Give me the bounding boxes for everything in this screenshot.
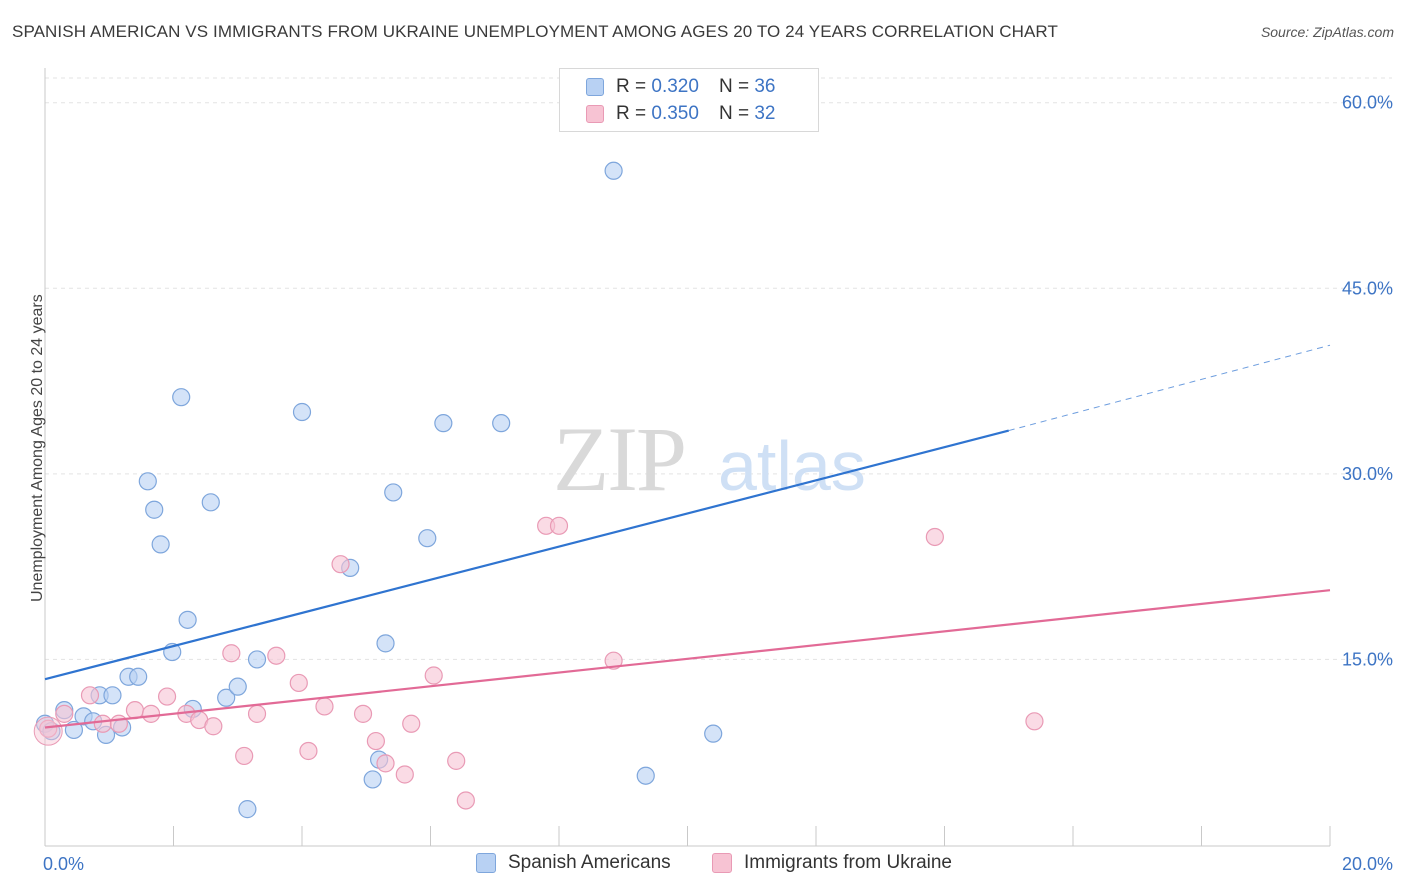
legend-r-value: 0.350 (651, 103, 699, 124)
legend-n-value: 32 (754, 103, 776, 124)
watermark-atlas: atlas (718, 427, 866, 505)
data-point-immigrants-from-ukraine (549, 516, 569, 535)
legend-n-value: 36 (754, 76, 776, 97)
data-point-spanish-americans (178, 610, 197, 629)
data-point-spanish-americans (217, 688, 236, 707)
data-point-spanish-americans (138, 472, 157, 491)
watermark: ZIP atlas (553, 408, 866, 510)
data-point-immigrants-from-ukraine (125, 701, 145, 720)
data-point-spanish-americans (492, 414, 511, 433)
y-tick-label: 45.0% (1342, 278, 1393, 298)
legend-n-label: N = (718, 76, 750, 97)
tick-labels: 15.0% 30.0% 45.0% 60.0% 0.0% 20.0% (43, 93, 1393, 874)
y-tick-label: 15.0% (1342, 649, 1393, 669)
data-point-immigrants-from-ukraine (447, 751, 466, 770)
data-point-immigrants-from-ukraine (39, 719, 58, 738)
data-point-spanish-americans (228, 677, 247, 696)
data-point-spanish-americans (172, 388, 191, 407)
trend-line-spanish-americans (44, 429, 1010, 681)
source-label: Source: ZipAtlas.com (1260, 24, 1394, 40)
data-point-immigrants-from-ukraine (331, 555, 350, 574)
data-point-immigrants-from-ukraine (267, 646, 286, 665)
data-point-immigrants-from-ukraine (289, 673, 308, 693)
data-point-immigrants-from-ukraine (424, 666, 443, 685)
data-point-spanish-americans (145, 500, 164, 519)
data-point-spanish-americans (151, 535, 170, 554)
data-point-immigrants-from-ukraine (80, 686, 100, 705)
legend-swatch-blue (586, 78, 604, 96)
data-point-immigrants-from-ukraine (141, 704, 161, 723)
data-point-immigrants-from-ukraine (402, 714, 421, 733)
legend-n-label: N = (718, 103, 750, 124)
data-point-spanish-americans (238, 800, 257, 819)
data-point-immigrants-from-ukraine (235, 746, 254, 766)
data-point-spanish-americans (384, 483, 403, 502)
data-point-immigrants-from-ukraine (353, 704, 373, 723)
data-point-immigrants-from-ukraine (1025, 712, 1044, 731)
data-point-immigrants-from-ukraine (366, 731, 385, 751)
series-legend: Spanish Americans Immigrants from Ukrain… (0, 852, 1406, 876)
grid-lines (45, 77, 1392, 660)
trend-lines (44, 344, 1331, 729)
data-point-spanish-americans (604, 161, 623, 180)
data-point-immigrants-from-ukraine (247, 704, 267, 723)
trend-line-immigrants-from-ukraine (44, 589, 1331, 729)
data-point-immigrants-from-ukraine (604, 651, 623, 670)
chart-title: SPANISH AMERICAN VS IMMIGRANTS FROM UKRA… (12, 22, 1058, 41)
legend-row-spanish-americans: R = 0.320 N = 36 (586, 75, 775, 99)
data-point-spanish-americans (129, 667, 148, 686)
data-point-spanish-americans (376, 634, 395, 653)
data-point-spanish-americans (363, 770, 382, 789)
data-point-immigrants-from-ukraine (109, 714, 128, 733)
legend-r-label: R = (616, 76, 647, 97)
legend-swatch-pink (712, 853, 732, 873)
data-point-spanish-americans (434, 414, 453, 433)
watermark-zip: ZIP (553, 408, 685, 510)
y-tick-label: 30.0% (1342, 464, 1393, 484)
data-point-immigrants-from-ukraine (456, 791, 475, 810)
legend-r-value: 0.320 (651, 76, 699, 97)
data-point-spanish-americans (247, 650, 267, 669)
legend-label: Spanish Americans (508, 852, 671, 873)
data-point-spanish-americans (201, 493, 220, 512)
data-point-immigrants-from-ukraine (925, 527, 944, 547)
data-point-immigrants-from-ukraine (93, 714, 112, 733)
data-point-cluster (33, 716, 63, 746)
data-point-immigrants-from-ukraine (204, 717, 223, 736)
data-point-immigrants-from-ukraine (157, 687, 177, 706)
data-point-spanish-americans (704, 724, 723, 743)
axes (44, 68, 1331, 847)
data-point-immigrants-from-ukraine (395, 765, 414, 784)
legend-label: Immigrants from Ukraine (744, 852, 952, 873)
data-point-spanish-americans (418, 529, 437, 548)
data-point-immigrants-from-ukraine (55, 704, 74, 723)
trend-extension-spanish-americans (1008, 344, 1331, 432)
data-point-immigrants-from-ukraine (315, 697, 334, 716)
legend-swatch-blue (476, 853, 496, 873)
legend-r-label: R = (616, 103, 647, 124)
legend-swatch-pink (586, 105, 604, 123)
data-point-immigrants-from-ukraine (222, 644, 241, 663)
x-tick-label: 20.0% (1342, 854, 1393, 874)
correlation-legend: R = 0.320 N = 36 R = 0.350 N = 32 (559, 68, 819, 132)
legend-row-immigrants-from-ukraine: R = 0.350 N = 32 (586, 102, 775, 126)
data-point-immigrants-from-ukraine (299, 741, 318, 761)
y-tick-label: 60.0% (1342, 93, 1393, 113)
data-point-spanish-americans (103, 686, 122, 705)
x-tick-label: 0.0% (43, 854, 84, 874)
legend-item-spanish-americans: Spanish Americans (476, 852, 671, 874)
data-point-spanish-americans (292, 402, 312, 422)
legend-item-immigrants-from-ukraine: Immigrants from Ukraine (712, 852, 952, 874)
series-immigrants-from-ukraine (33, 516, 1044, 810)
data-point-spanish-americans (636, 766, 655, 785)
data-point-immigrants-from-ukraine (376, 754, 395, 773)
y-axis-label: Unemployment Among Ages 20 to 24 years (29, 294, 46, 602)
